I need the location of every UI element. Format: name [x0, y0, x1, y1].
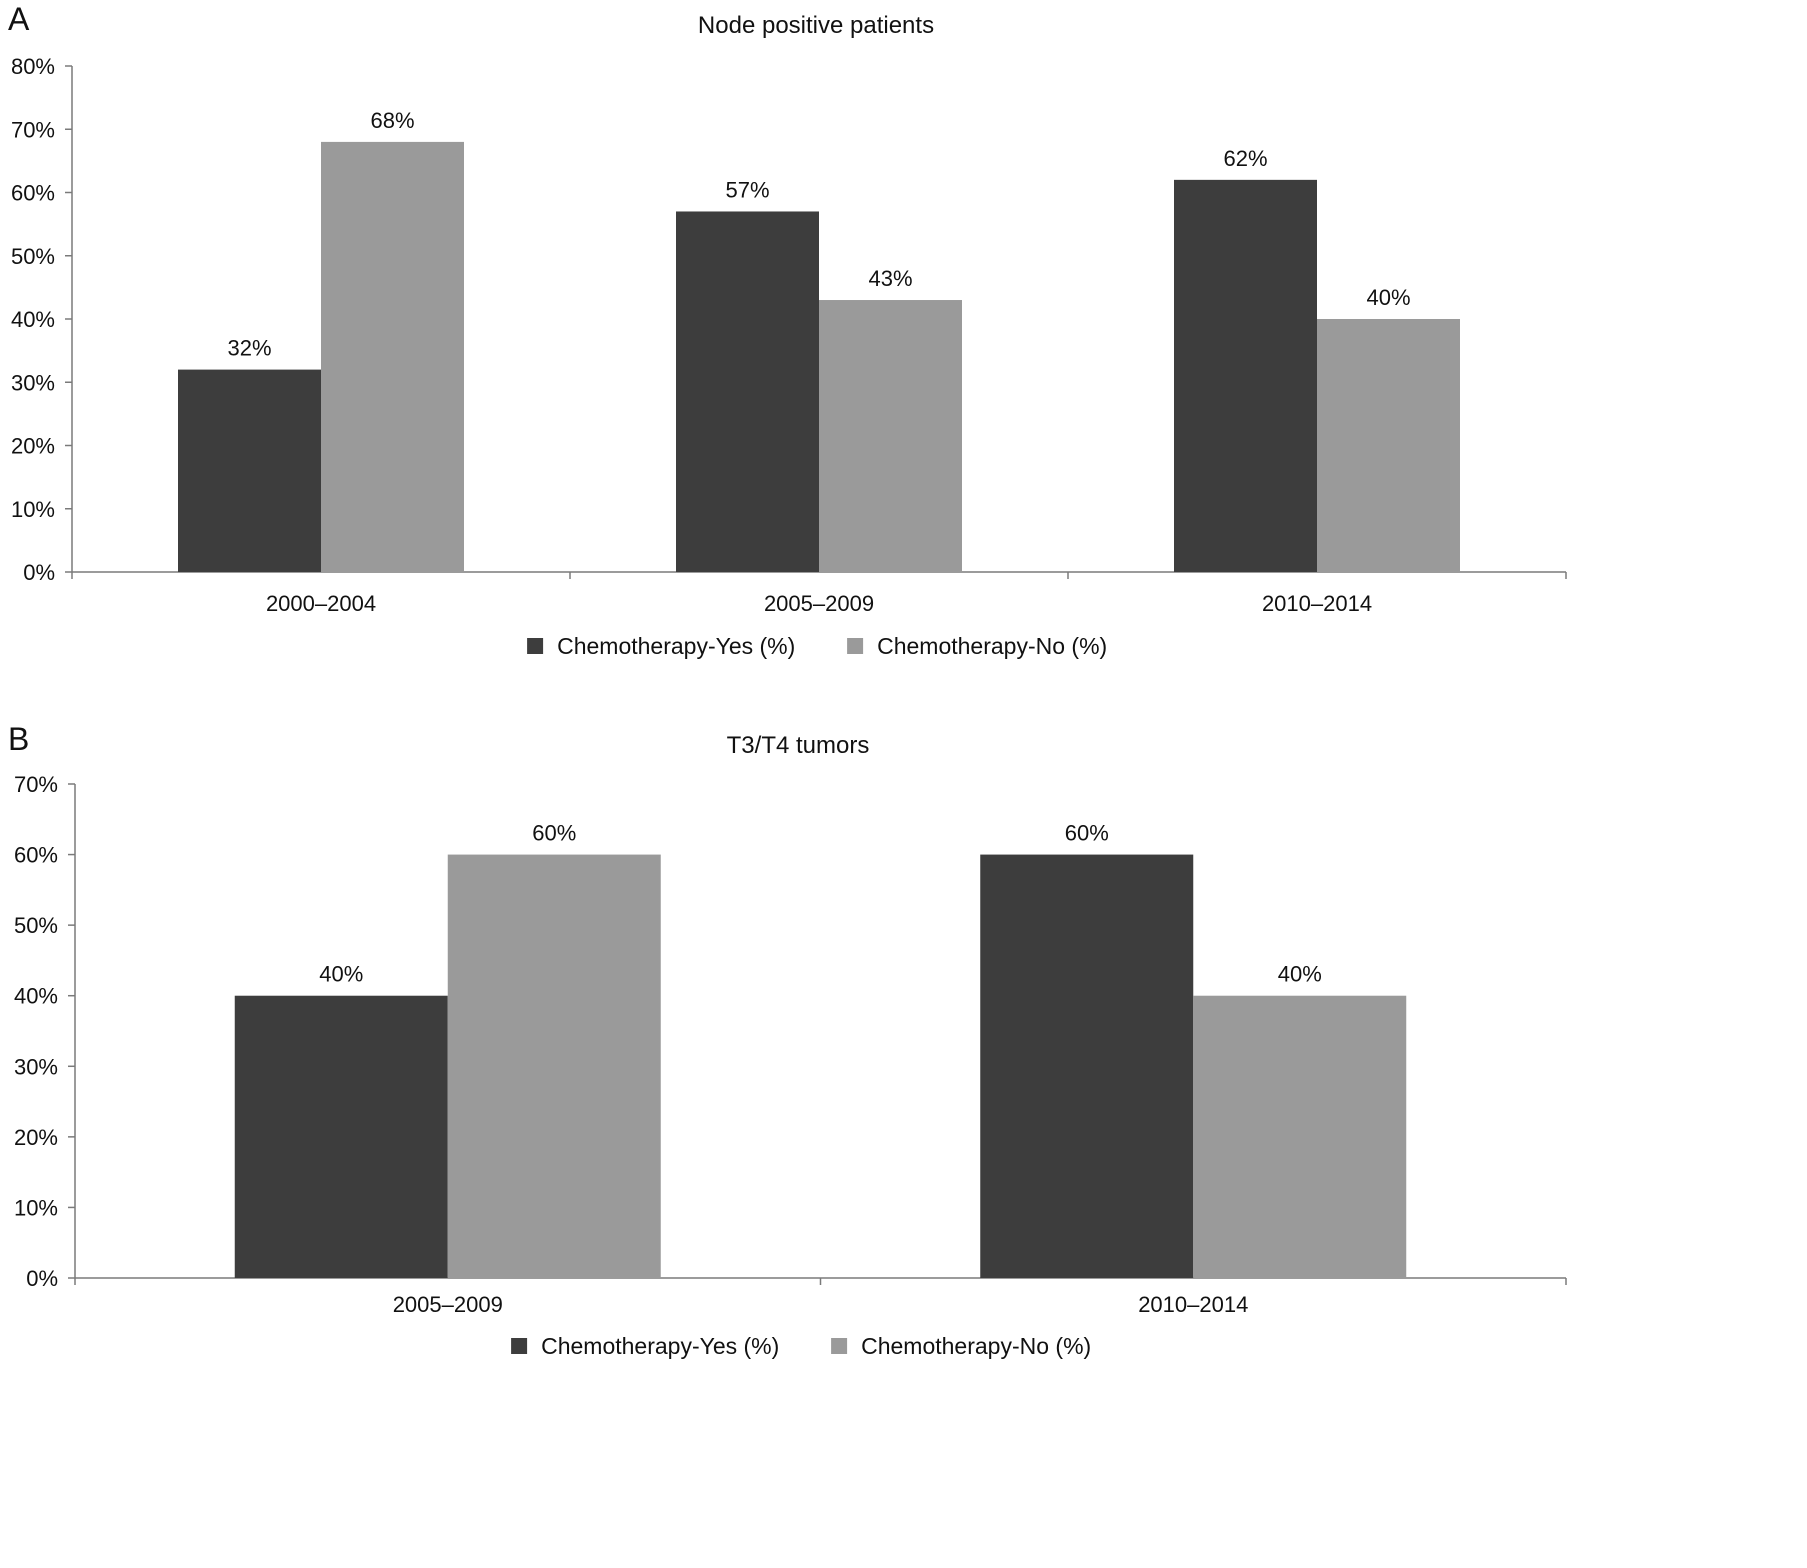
y-tick-label: 10% — [11, 497, 55, 522]
y-tick-label: 40% — [14, 984, 58, 1009]
y-tick-label: 20% — [11, 434, 55, 459]
bar — [321, 141, 464, 572]
bar — [980, 854, 1194, 1278]
bar-data-label: 32% — [227, 336, 271, 361]
bar-data-label: 40% — [1366, 285, 1410, 310]
panel-b-letter: B — [8, 721, 29, 757]
panel-a-title: Node positive patients — [698, 12, 934, 39]
bar — [1193, 995, 1407, 1278]
bar-data-label: 60% — [532, 821, 576, 846]
bar-data-label: 68% — [370, 108, 414, 133]
y-tick-label: 70% — [11, 117, 55, 142]
figure: A Node positive patients 0% 10% 20% 30% 40% 5… — [8, 1, 1567, 1359]
bar — [819, 300, 962, 572]
bar-data-label: 43% — [868, 266, 912, 291]
bar-data-label: 57% — [725, 177, 769, 202]
x-category-label: 2000–2004 — [266, 591, 376, 616]
bar — [676, 211, 819, 572]
bar-data-label: 40% — [1278, 962, 1322, 987]
bar — [447, 854, 661, 1278]
y-tick-label: 50% — [14, 913, 58, 938]
legend-swatch — [527, 638, 544, 654]
y-tick-label: 0% — [23, 560, 55, 585]
y-tick-label: 20% — [14, 1125, 58, 1150]
y-tick-label: 70% — [14, 772, 58, 797]
y-tick-label: 40% — [11, 307, 55, 332]
x-category-label: 2010–2014 — [1262, 591, 1372, 616]
y-tick-label: 60% — [14, 843, 58, 868]
bar — [234, 995, 448, 1278]
x-category-label: 2005–2009 — [764, 591, 874, 616]
legend-swatch — [831, 1338, 848, 1354]
x-category-label: 2005–2009 — [393, 1292, 503, 1317]
legend-label: Chemotherapy-Yes (%) — [557, 633, 795, 659]
legend-swatch — [511, 1338, 528, 1354]
legend-label: Chemotherapy-No (%) — [877, 633, 1107, 659]
y-tick-label: 60% — [11, 181, 55, 206]
panel-b-title: T3/T4 tumors — [727, 732, 870, 759]
bar — [178, 369, 321, 572]
y-tick-label: 30% — [14, 1054, 58, 1079]
legend-swatch — [847, 638, 864, 654]
x-category-label: 2010–2014 — [1138, 1292, 1248, 1317]
panel-b-chart: B T3/T4 tumors 0% 10% 20% 30% 40% 50% 60% 70% 20… — [8, 721, 1567, 1359]
bar-data-label: 62% — [1223, 146, 1267, 171]
panel-a-letter: A — [8, 1, 30, 37]
y-tick-label: 50% — [11, 244, 55, 269]
bar-data-label: 40% — [319, 962, 363, 987]
y-tick-label: 10% — [14, 1195, 58, 1220]
legend-label: Chemotherapy-No (%) — [861, 1333, 1091, 1359]
panel-a-chart: A Node positive patients 0% 10% 20% 30% 40% 5… — [8, 1, 1567, 659]
bar — [1317, 319, 1460, 572]
y-tick-label: 30% — [11, 370, 55, 395]
y-tick-label: 80% — [11, 54, 55, 79]
y-tick-label: 0% — [26, 1266, 58, 1291]
bar-data-label: 60% — [1065, 821, 1109, 846]
bar — [1174, 179, 1317, 572]
legend-label: Chemotherapy-Yes (%) — [541, 1333, 779, 1359]
